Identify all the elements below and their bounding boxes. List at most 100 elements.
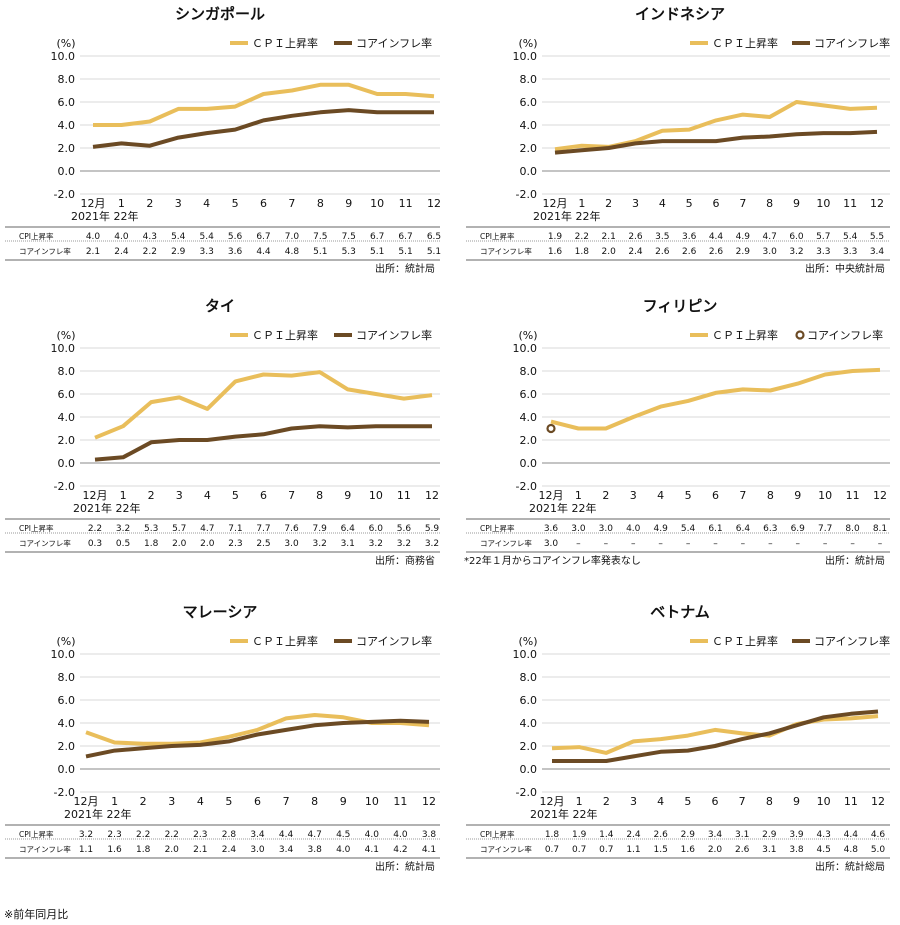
table-cell: 1.4 xyxy=(599,830,614,840)
x-tick-label: 9 xyxy=(345,197,352,210)
x-tick-label: 1 xyxy=(118,197,125,210)
x-tick-label: 11 xyxy=(843,197,857,210)
series-line-cpi xyxy=(551,714,879,755)
x-tick-label: 11 xyxy=(399,197,413,210)
series-line-core xyxy=(554,129,878,155)
x-tick-label: 12 xyxy=(871,795,885,808)
x-tick-label: 4 xyxy=(204,489,211,502)
legend-label-cpi: ＣＰＩ上昇率 xyxy=(712,634,778,648)
table-cell: 3.0 xyxy=(571,524,586,534)
x-tick-label: 6 xyxy=(712,489,719,502)
x-tick-label: 2 xyxy=(140,795,147,808)
table-cell: 3.2 xyxy=(116,524,130,534)
table-cell: 2.0 xyxy=(200,539,215,549)
table-cell: 2.6 xyxy=(682,247,697,257)
x-tick-label: 6 xyxy=(260,489,267,502)
series-line-core xyxy=(552,709,879,763)
table-cell: 5.1 xyxy=(398,247,412,257)
y-tick-label: 10.0 xyxy=(513,648,538,661)
table-row-label-core: コアインフレ率 xyxy=(480,538,532,548)
table-cell: 2.6 xyxy=(628,232,643,242)
x-tick-label: 10 xyxy=(817,795,831,808)
table-cell: 5.4 xyxy=(681,524,696,534)
y-tick-label: -2.0 xyxy=(516,480,537,493)
table-cell: 4.4 xyxy=(256,247,271,257)
table-cell: 2.3 xyxy=(107,830,121,840)
chart-source: 出所：中央統計局 xyxy=(805,262,885,275)
x-tick-label: 5 xyxy=(225,795,232,808)
x-tick-label: 9 xyxy=(793,197,800,210)
table-cell: – xyxy=(796,539,801,549)
y-tick-label: 10.0 xyxy=(51,648,76,661)
x-tick-label: 12月 xyxy=(543,197,568,210)
x-tick-label: 9 xyxy=(793,795,800,808)
y-tick-label: 4.0 xyxy=(58,119,76,132)
table-row-label-cpi: CPI上昇率 xyxy=(19,829,54,839)
table-cell: 1.9 xyxy=(572,830,587,840)
x-tick-label: 6 xyxy=(260,197,267,210)
table-cell: 3.4 xyxy=(870,247,885,257)
table-cell: 3.0 xyxy=(599,524,614,534)
table-cell: 3.3 xyxy=(200,247,214,257)
y-tick-label: 8.0 xyxy=(58,365,76,378)
table-cell: 6.7 xyxy=(256,232,270,242)
table-cell: 5.9 xyxy=(425,524,440,534)
table-cell: 7.0 xyxy=(285,232,300,242)
y-tick-label: 10.0 xyxy=(51,50,76,63)
x-tick-label: 3 xyxy=(176,489,183,502)
x-tick-label: 12 xyxy=(873,489,887,502)
table-cell: 1.8 xyxy=(545,830,560,840)
y-unit-label: (%) xyxy=(518,37,537,50)
x-tick-label: 8 xyxy=(767,489,774,502)
table-cell: 5.7 xyxy=(816,232,830,242)
x-year-label: 2021年 22年 xyxy=(64,807,132,821)
table-cell: 5.3 xyxy=(342,247,356,257)
x-tick-label: 7 xyxy=(739,795,746,808)
table-row-label-core: コアインフレ率 xyxy=(19,844,71,854)
y-tick-label: 0.0 xyxy=(520,165,538,178)
chart-panel-3: タイ(%) ＣＰＩ上昇率 コアインフレ率10.08.06.04.02.00.0-2.… xyxy=(5,297,440,567)
table-cell: 5.4 xyxy=(843,232,858,242)
table-cell: 2.2 xyxy=(136,830,150,840)
table-cell: 2.1 xyxy=(86,247,100,257)
table-cell: 1.1 xyxy=(626,845,640,855)
x-year-label: 2021年 22年 xyxy=(530,807,598,821)
table-cell: 4.7 xyxy=(763,232,777,242)
table-cell: 3.8 xyxy=(308,845,323,855)
table-cell: 2.6 xyxy=(655,247,670,257)
table-cell: 5.6 xyxy=(397,524,412,534)
y-tick-label: 0.0 xyxy=(520,457,538,470)
table-cell: 5.5 xyxy=(870,232,884,242)
footnote: ※前年同月比 xyxy=(4,908,69,921)
series-line-core xyxy=(94,424,432,462)
table-cell: 7.6 xyxy=(284,524,299,534)
x-tick-label: 1 xyxy=(578,197,585,210)
table-cell: 7.7 xyxy=(256,524,270,534)
table-cell: 6.3 xyxy=(763,524,777,534)
table-cell: 2.1 xyxy=(193,845,207,855)
y-unit-label: (%) xyxy=(56,37,75,50)
chart-source: 出所：統計局 xyxy=(375,262,435,275)
x-tick-label: 10 xyxy=(816,197,830,210)
x-tick-label: 11 xyxy=(393,795,407,808)
x-tick-label: 5 xyxy=(685,489,692,502)
table-cell: 5.1 xyxy=(313,247,327,257)
table-cell: 3.4 xyxy=(250,830,265,840)
x-tick-label: 8 xyxy=(766,795,773,808)
table-cell: 3.8 xyxy=(789,845,804,855)
table-cell: 4.1 xyxy=(365,845,379,855)
table-cell: 4.7 xyxy=(200,524,214,534)
table-cell: 5.3 xyxy=(144,524,158,534)
table-cell: 4.5 xyxy=(817,845,831,855)
x-tick-label: 7 xyxy=(739,197,746,210)
table-cell: 4.4 xyxy=(844,830,859,840)
legend-label-core: コアインフレ率 xyxy=(356,328,432,342)
y-tick-label: 4.0 xyxy=(58,411,76,424)
y-tick-label: 0.0 xyxy=(58,457,76,470)
table-cell: – xyxy=(850,539,855,549)
table-cell: 3.4 xyxy=(708,830,723,840)
table-cell: 4.8 xyxy=(285,247,300,257)
x-year-label: 2021年 22年 xyxy=(73,501,141,515)
table-cell: 4.3 xyxy=(817,830,831,840)
chart-source: 出所：商務省 xyxy=(375,554,435,567)
